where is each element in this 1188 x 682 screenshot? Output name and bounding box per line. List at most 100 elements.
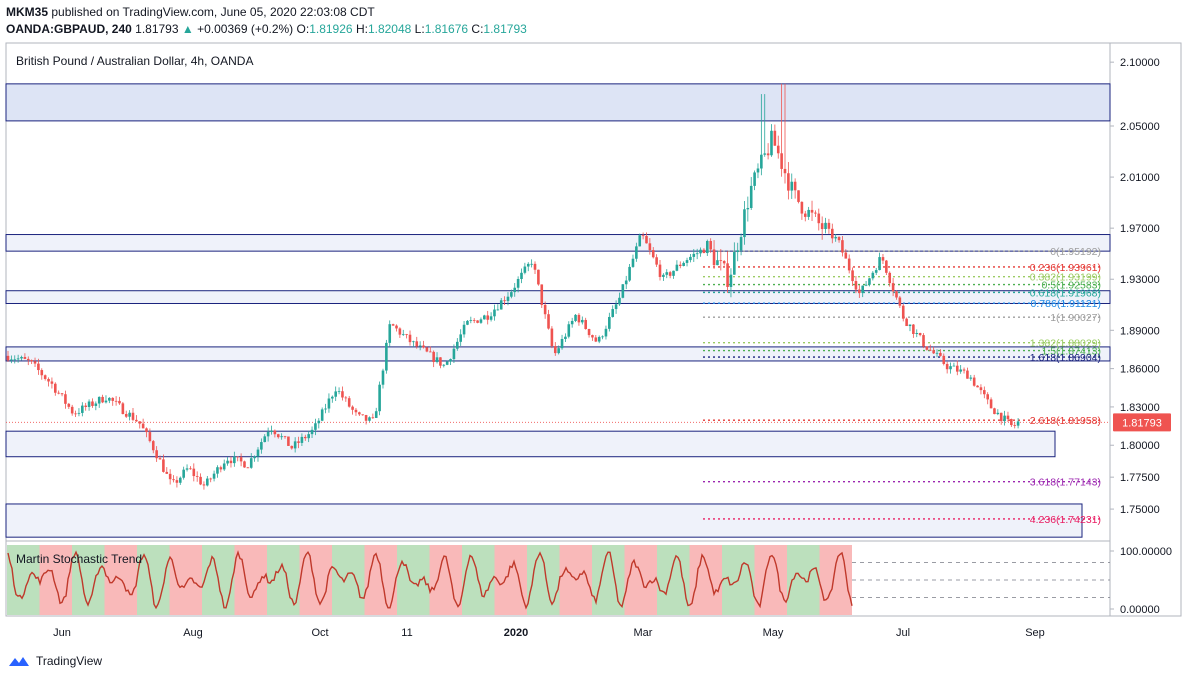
candle-body	[803, 213, 807, 217]
candle-body	[581, 319, 584, 323]
fib-level-label: 1.618(1.86904)	[1030, 352, 1101, 364]
brand-name: TradingView	[36, 654, 103, 668]
candle-body	[408, 334, 412, 343]
candle-body	[425, 347, 429, 352]
candle-body	[631, 258, 635, 267]
trend-background-band	[624, 545, 657, 615]
candle-body	[469, 320, 473, 321]
fib-level-label: 1.382(1.88029)	[1030, 338, 1101, 350]
candle-body	[388, 324, 392, 343]
candle-body	[486, 315, 490, 320]
time-tick-label: Sep	[1025, 627, 1045, 639]
candle-body	[530, 263, 533, 265]
candle-body	[428, 351, 432, 353]
candle-body	[695, 253, 699, 255]
candle-body	[6, 355, 10, 361]
candle-body	[523, 266, 527, 273]
candle-body	[543, 304, 547, 315]
candle-body	[178, 477, 182, 483]
candle-body	[584, 319, 587, 330]
time-tick-label: Mar	[634, 627, 653, 639]
candle-body	[209, 478, 212, 480]
fib-level-label: 0.5(1.92583)	[1041, 280, 1101, 292]
candle-body	[118, 400, 121, 404]
candle-body	[844, 252, 848, 259]
candle-body	[151, 441, 155, 451]
candle-body	[993, 408, 996, 415]
candle-body	[266, 431, 270, 437]
candle-body	[155, 450, 158, 459]
candle-body	[43, 375, 47, 379]
candle-body	[131, 412, 135, 420]
indicator-name: Martin Stochastic Trend	[16, 552, 142, 566]
candle-body	[952, 365, 956, 367]
candle-body	[84, 405, 87, 407]
candle-body	[239, 457, 243, 462]
candle-body	[1016, 421, 1020, 426]
candle-body	[668, 272, 672, 276]
candle-body	[317, 420, 321, 424]
candle-body	[712, 249, 716, 266]
candle-body	[557, 348, 560, 354]
candle-body	[655, 257, 658, 265]
candle-body	[418, 345, 422, 347]
author-name[interactable]: MKM35	[6, 5, 49, 19]
candle-body	[820, 223, 824, 230]
candle-body	[442, 364, 446, 366]
candle-body	[60, 393, 64, 395]
price-tick-label: 1.86000	[1120, 364, 1160, 376]
candle-body	[401, 334, 405, 336]
candle-body	[624, 280, 628, 285]
fib-level-label: 0(1.95192)	[1050, 246, 1101, 258]
candle-body	[216, 467, 219, 474]
price-change: +0.00369 (+0.2%)	[197, 22, 294, 36]
price-axis[interactable]: 2.10000 2.05000 2.01000 1.97000 1.93000 1.890…	[1110, 57, 1171, 516]
candle-body	[233, 456, 236, 464]
candle-body	[638, 235, 642, 247]
candle-body	[817, 213, 821, 224]
candle-body	[158, 458, 162, 460]
candle-body	[435, 357, 439, 363]
sr-zone	[5, 234, 1111, 252]
candle-body	[800, 201, 804, 214]
candle-body	[878, 257, 881, 271]
trend-background-band	[169, 545, 202, 615]
candle-body	[766, 153, 770, 156]
candle-body	[783, 168, 787, 174]
candle-body	[371, 417, 375, 419]
candle-body	[628, 266, 631, 281]
time-tick-label: Jun	[53, 627, 71, 639]
price-tick-label: 1.80000	[1120, 440, 1160, 452]
price-tick-label: 1.97000	[1120, 223, 1160, 235]
tradingview-brand[interactable]: TradingView	[8, 654, 102, 668]
fib-level-label: 3.618(1.77143)	[1030, 477, 1101, 489]
candle-body	[74, 413, 77, 415]
candle-body	[553, 346, 557, 354]
fib-level-label: 0.618(1.91968)	[1030, 287, 1101, 299]
candle-body	[932, 350, 935, 354]
candle-body	[773, 130, 777, 146]
sr-zone	[5, 83, 1111, 122]
candle-body	[165, 471, 169, 474]
candle-body	[739, 237, 743, 251]
candle-body	[1010, 419, 1013, 426]
candle-body	[885, 260, 888, 273]
candle-body	[864, 284, 868, 286]
candle-body	[493, 309, 496, 317]
tradingview-logo-icon	[9, 657, 29, 666]
candle-body	[253, 456, 256, 459]
trend-background-band	[657, 545, 690, 615]
candle-body	[101, 396, 104, 403]
time-axis[interactable]: Jun Aug Oct 11 2020 Mar May Jul Sep	[53, 627, 1045, 639]
candle-body	[635, 246, 638, 259]
candle-body	[685, 260, 689, 263]
candle-body	[996, 412, 1000, 415]
candle-body	[91, 401, 94, 406]
candle-body	[537, 269, 540, 285]
candle-body	[236, 456, 240, 458]
candle-body	[787, 173, 790, 191]
candle-body	[692, 253, 696, 257]
candle-body	[722, 261, 726, 264]
candle-body	[675, 264, 679, 271]
